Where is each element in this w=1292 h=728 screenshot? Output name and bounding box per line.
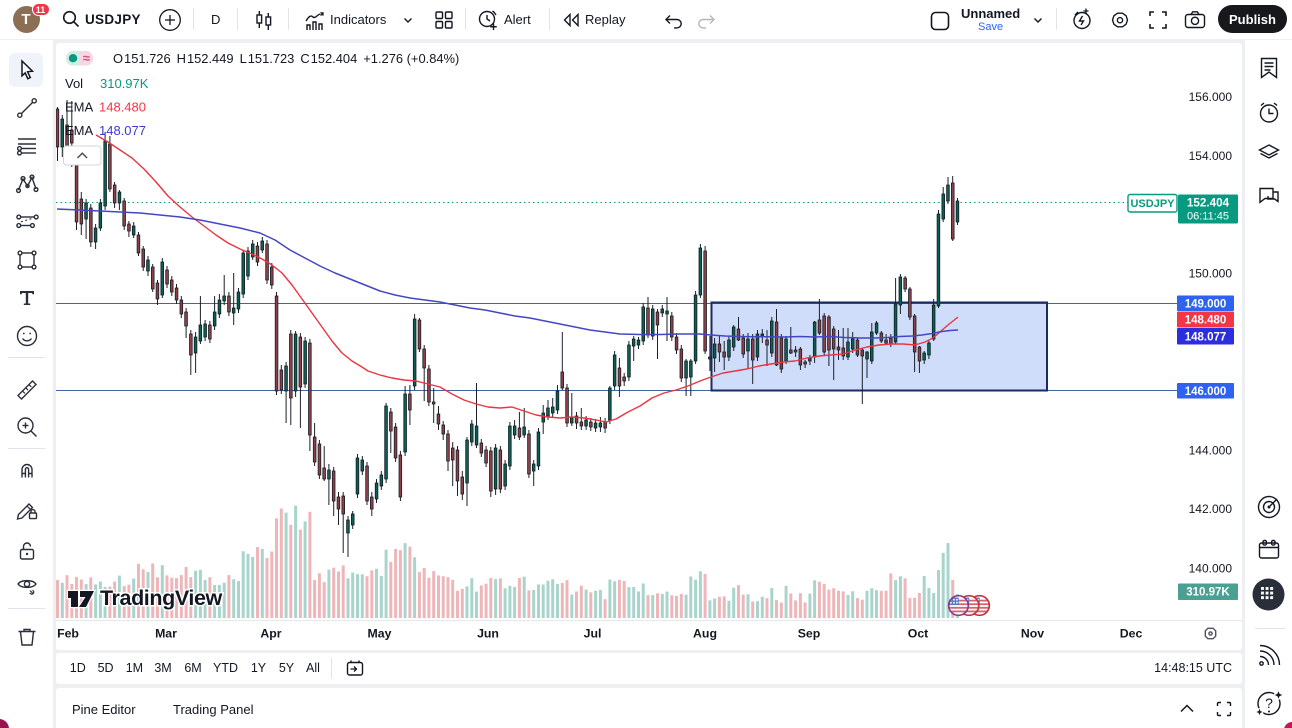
svg-text:152.404: 152.404 bbox=[1187, 197, 1230, 210]
svg-text:148.480: 148.480 bbox=[1185, 315, 1227, 327]
svg-text:150.000: 150.000 bbox=[1189, 267, 1233, 281]
svg-text:310.97K: 310.97K bbox=[1186, 587, 1230, 599]
svg-text:Nov: Nov bbox=[1021, 627, 1044, 641]
svg-text:06:11:45: 06:11:45 bbox=[1187, 211, 1229, 223]
svg-text:USDJPY: USDJPY bbox=[1130, 198, 1175, 210]
svg-text:Vol: Vol bbox=[65, 76, 83, 91]
svg-text:Feb: Feb bbox=[57, 627, 79, 641]
svg-text:148.077: 148.077 bbox=[99, 123, 146, 138]
svg-text:Dec: Dec bbox=[1120, 627, 1143, 641]
svg-text:May: May bbox=[368, 627, 392, 641]
svg-text:EMA: EMA bbox=[65, 123, 94, 138]
svg-text:Jun: Jun bbox=[477, 627, 499, 641]
svg-text:EMA: EMA bbox=[65, 100, 94, 115]
svg-text:142.000: 142.000 bbox=[1189, 502, 1233, 516]
svg-text:Mar: Mar bbox=[155, 627, 177, 641]
svg-text:≈: ≈ bbox=[83, 51, 90, 66]
svg-text:Oct: Oct bbox=[908, 627, 929, 641]
svg-text:Sep: Sep bbox=[798, 627, 821, 641]
svg-text:144.000: 144.000 bbox=[1189, 444, 1233, 458]
svg-text:Apr: Apr bbox=[260, 627, 281, 641]
svg-text:149.000: 149.000 bbox=[1185, 298, 1227, 310]
svg-text:?: ? bbox=[1265, 695, 1273, 711]
svg-text:148.480: 148.480 bbox=[99, 100, 146, 115]
svg-text:Jul: Jul bbox=[584, 627, 602, 641]
svg-text:146.000: 146.000 bbox=[1185, 386, 1227, 398]
svg-text:154.000: 154.000 bbox=[1189, 149, 1233, 163]
svg-text:Aug: Aug bbox=[693, 627, 717, 641]
svg-text:TradingView: TradingView bbox=[100, 586, 223, 610]
svg-text:140.000: 140.000 bbox=[1189, 562, 1233, 576]
svg-text:310.97K: 310.97K bbox=[100, 76, 149, 91]
svg-text:156.000: 156.000 bbox=[1189, 90, 1233, 104]
svg-text:148.077: 148.077 bbox=[1185, 331, 1227, 343]
